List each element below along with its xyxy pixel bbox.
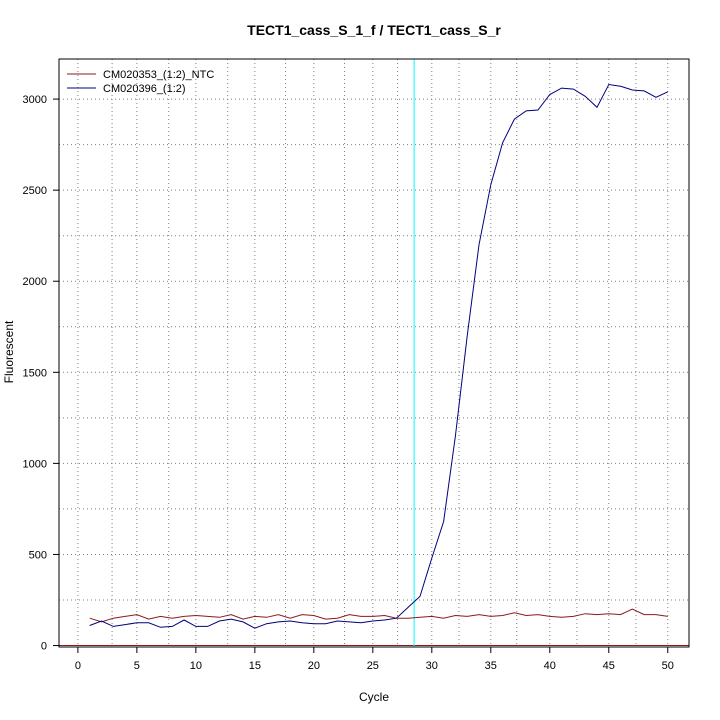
x-axis-label: Cycle xyxy=(359,690,389,704)
x-axis: 0 5 10 15 20 25 30 35 40 45 50 xyxy=(75,647,674,672)
series-line-1 xyxy=(89,83,669,629)
chart-title: TECT1_cass_S_1_f / TECT1_cass_S_r xyxy=(247,22,501,38)
x-tick-label-8: 40 xyxy=(544,660,556,672)
y-axis: 0 500 1000 1500 2000 2500 3000 xyxy=(23,94,59,653)
x-tick-label-1: 5 xyxy=(134,660,140,672)
x-tick-label-2: 10 xyxy=(190,660,202,672)
marks xyxy=(59,59,689,647)
y-tick-label-2: 1000 xyxy=(23,458,47,470)
x-tick-label-10: 50 xyxy=(662,660,674,672)
x-tick-label-4: 20 xyxy=(308,660,320,672)
x-tick-label-9: 45 xyxy=(603,660,615,672)
legend-label-0: CM020353_(1:2)_NTC xyxy=(103,69,214,81)
y-tick-label-6: 3000 xyxy=(23,94,47,106)
grid xyxy=(59,59,689,647)
x-tick-label-3: 15 xyxy=(249,660,261,672)
x-tick-label-6: 30 xyxy=(426,660,438,672)
plot-frame xyxy=(58,58,690,648)
y-axis-label: Fluorescent xyxy=(2,320,16,383)
x-tick-label-7: 35 xyxy=(485,660,497,672)
x-tick-label-5: 25 xyxy=(367,660,379,672)
series-line-0 xyxy=(89,608,668,623)
x-tick-label-0: 0 xyxy=(75,660,81,672)
y-tick-label-3: 1500 xyxy=(23,367,47,379)
y-tick-label-0: 0 xyxy=(41,641,47,653)
legend-label-1: CM020396_(1:2) xyxy=(103,83,186,95)
legend: CM020353_(1:2)_NTC CM020396_(1:2) xyxy=(67,69,214,95)
y-tick-label-1: 500 xyxy=(29,549,47,561)
y-tick-label-4: 2000 xyxy=(23,276,47,288)
y-tick-label-5: 2500 xyxy=(23,185,47,197)
